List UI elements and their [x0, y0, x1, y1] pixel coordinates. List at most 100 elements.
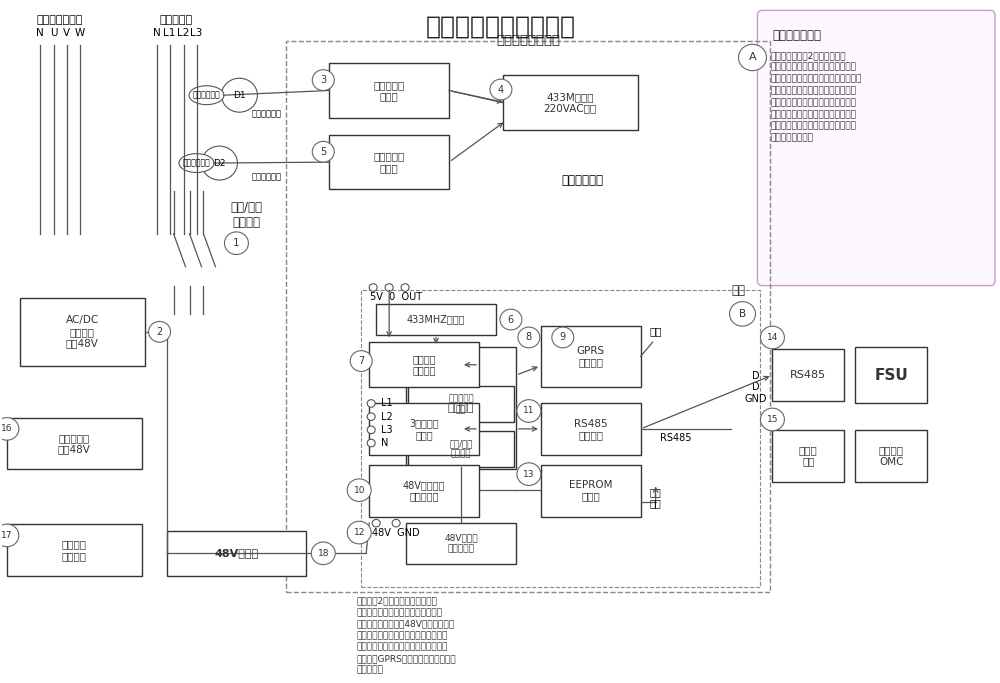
FancyBboxPatch shape — [855, 347, 927, 404]
Circle shape — [347, 521, 371, 544]
Text: 13: 13 — [523, 470, 535, 479]
Circle shape — [518, 327, 540, 348]
Circle shape — [367, 400, 375, 407]
FancyBboxPatch shape — [406, 523, 516, 563]
FancyBboxPatch shape — [541, 326, 641, 387]
Text: RS485
通讯模块: RS485 通讯模块 — [574, 419, 608, 440]
FancyBboxPatch shape — [376, 305, 496, 335]
Text: 基站电源取信模块: 基站电源取信模块 — [496, 34, 560, 47]
Text: A: A — [749, 53, 756, 63]
Text: 10: 10 — [353, 486, 365, 494]
Text: 16: 16 — [1, 424, 13, 434]
Text: 市电进线侧: 市电进线侧 — [160, 15, 193, 25]
Text: D2: D2 — [213, 158, 226, 167]
Text: 433M发射器
220VAC供电: 433M发射器 220VAC供电 — [544, 92, 597, 113]
Text: 5V  0  OUT: 5V 0 OUT — [370, 292, 422, 302]
Text: 9: 9 — [560, 333, 566, 342]
FancyBboxPatch shape — [772, 430, 844, 482]
Text: L2: L2 — [177, 28, 190, 38]
Text: 供电源判断
模块: 供电源判断 模块 — [448, 395, 474, 414]
Ellipse shape — [179, 154, 214, 173]
Text: L3: L3 — [381, 425, 393, 435]
Text: L2: L2 — [381, 412, 393, 421]
Circle shape — [347, 479, 371, 501]
FancyBboxPatch shape — [329, 63, 449, 118]
Circle shape — [367, 426, 375, 434]
Text: EEPROM
存储器: EEPROM 存储器 — [569, 480, 613, 501]
FancyBboxPatch shape — [408, 387, 514, 422]
Circle shape — [517, 400, 541, 422]
Text: 1: 1 — [233, 238, 240, 248]
Text: 通信设备
（负载）: 通信设备 （负载） — [62, 539, 87, 561]
Text: D
D
GND: D D GND — [744, 371, 767, 404]
Text: 12: 12 — [354, 528, 365, 537]
Text: 天线: 天线 — [649, 326, 662, 336]
Text: 5: 5 — [320, 147, 326, 157]
Circle shape — [369, 283, 377, 291]
FancyBboxPatch shape — [406, 347, 516, 469]
Circle shape — [372, 519, 380, 527]
Circle shape — [760, 326, 784, 349]
Text: 3相电压检
测模块: 3相电压检 测模块 — [409, 419, 439, 440]
FancyBboxPatch shape — [369, 404, 479, 456]
Text: 48V蓄电池电
压检测模块: 48V蓄电池电 压检测模块 — [403, 480, 445, 501]
Text: 市电感应探头：: 市电感应探头： — [772, 29, 821, 42]
Text: 2: 2 — [156, 326, 163, 337]
Text: N: N — [153, 28, 160, 38]
Text: 4: 4 — [498, 85, 504, 94]
FancyBboxPatch shape — [167, 531, 306, 576]
Text: U: U — [50, 28, 58, 38]
FancyBboxPatch shape — [7, 417, 142, 469]
Text: 通信设备
OMC: 通信设备 OMC — [879, 445, 904, 466]
Circle shape — [224, 232, 248, 255]
Circle shape — [312, 141, 334, 162]
Text: 电场感应天线: 电场感应天线 — [251, 109, 281, 119]
Text: FSU: FSU — [874, 367, 908, 382]
Circle shape — [517, 463, 541, 486]
Circle shape — [552, 327, 574, 348]
Text: 48V蓄电池: 48V蓄电池 — [214, 548, 258, 558]
FancyBboxPatch shape — [503, 75, 638, 130]
FancyBboxPatch shape — [7, 524, 142, 576]
Text: 17: 17 — [1, 531, 13, 540]
Circle shape — [367, 439, 375, 447]
Circle shape — [0, 417, 19, 441]
Text: D1: D1 — [233, 91, 246, 100]
Circle shape — [385, 283, 393, 291]
Circle shape — [401, 283, 409, 291]
Text: 直流发电机
输出48V: 直流发电机 输出48V — [58, 433, 91, 454]
Circle shape — [760, 408, 784, 431]
Text: 微处理器: 微处理器 — [448, 403, 474, 413]
Circle shape — [392, 519, 400, 527]
Text: 3: 3 — [320, 75, 326, 85]
FancyBboxPatch shape — [772, 349, 844, 401]
Text: 433MHZ接收器: 433MHZ接收器 — [407, 315, 465, 324]
Text: 电场感应天线: 电场感应天线 — [251, 173, 281, 182]
Circle shape — [367, 413, 375, 421]
Circle shape — [311, 542, 335, 565]
Text: 18: 18 — [318, 549, 329, 558]
Circle shape — [202, 146, 237, 180]
Text: 基站电源取信的应用图: 基站电源取信的应用图 — [426, 14, 576, 38]
Text: 主板: 主板 — [731, 284, 745, 297]
Text: RS485: RS485 — [790, 370, 826, 380]
Text: AC/DC
开关电源
输出48V: AC/DC 开关电源 输出48V — [66, 315, 99, 348]
Text: 7: 7 — [358, 356, 364, 366]
Text: 6: 6 — [508, 315, 514, 324]
Text: L3: L3 — [190, 28, 203, 38]
FancyBboxPatch shape — [757, 10, 995, 285]
Text: 11: 11 — [523, 406, 535, 415]
Text: N: N — [36, 28, 44, 38]
Text: 远端市电感
应探头: 远端市电感 应探头 — [374, 80, 405, 101]
FancyBboxPatch shape — [369, 464, 479, 516]
Circle shape — [350, 350, 372, 372]
Text: 市电感应
输入模块: 市电感应 输入模块 — [412, 354, 436, 376]
Circle shape — [490, 79, 512, 100]
Text: B: B — [739, 309, 746, 319]
FancyBboxPatch shape — [329, 135, 449, 189]
FancyBboxPatch shape — [541, 464, 641, 516]
Text: N: N — [381, 438, 389, 448]
FancyBboxPatch shape — [408, 431, 514, 466]
FancyBboxPatch shape — [20, 298, 145, 365]
Text: GPRS
通讯模块: GPRS 通讯模块 — [577, 346, 605, 367]
